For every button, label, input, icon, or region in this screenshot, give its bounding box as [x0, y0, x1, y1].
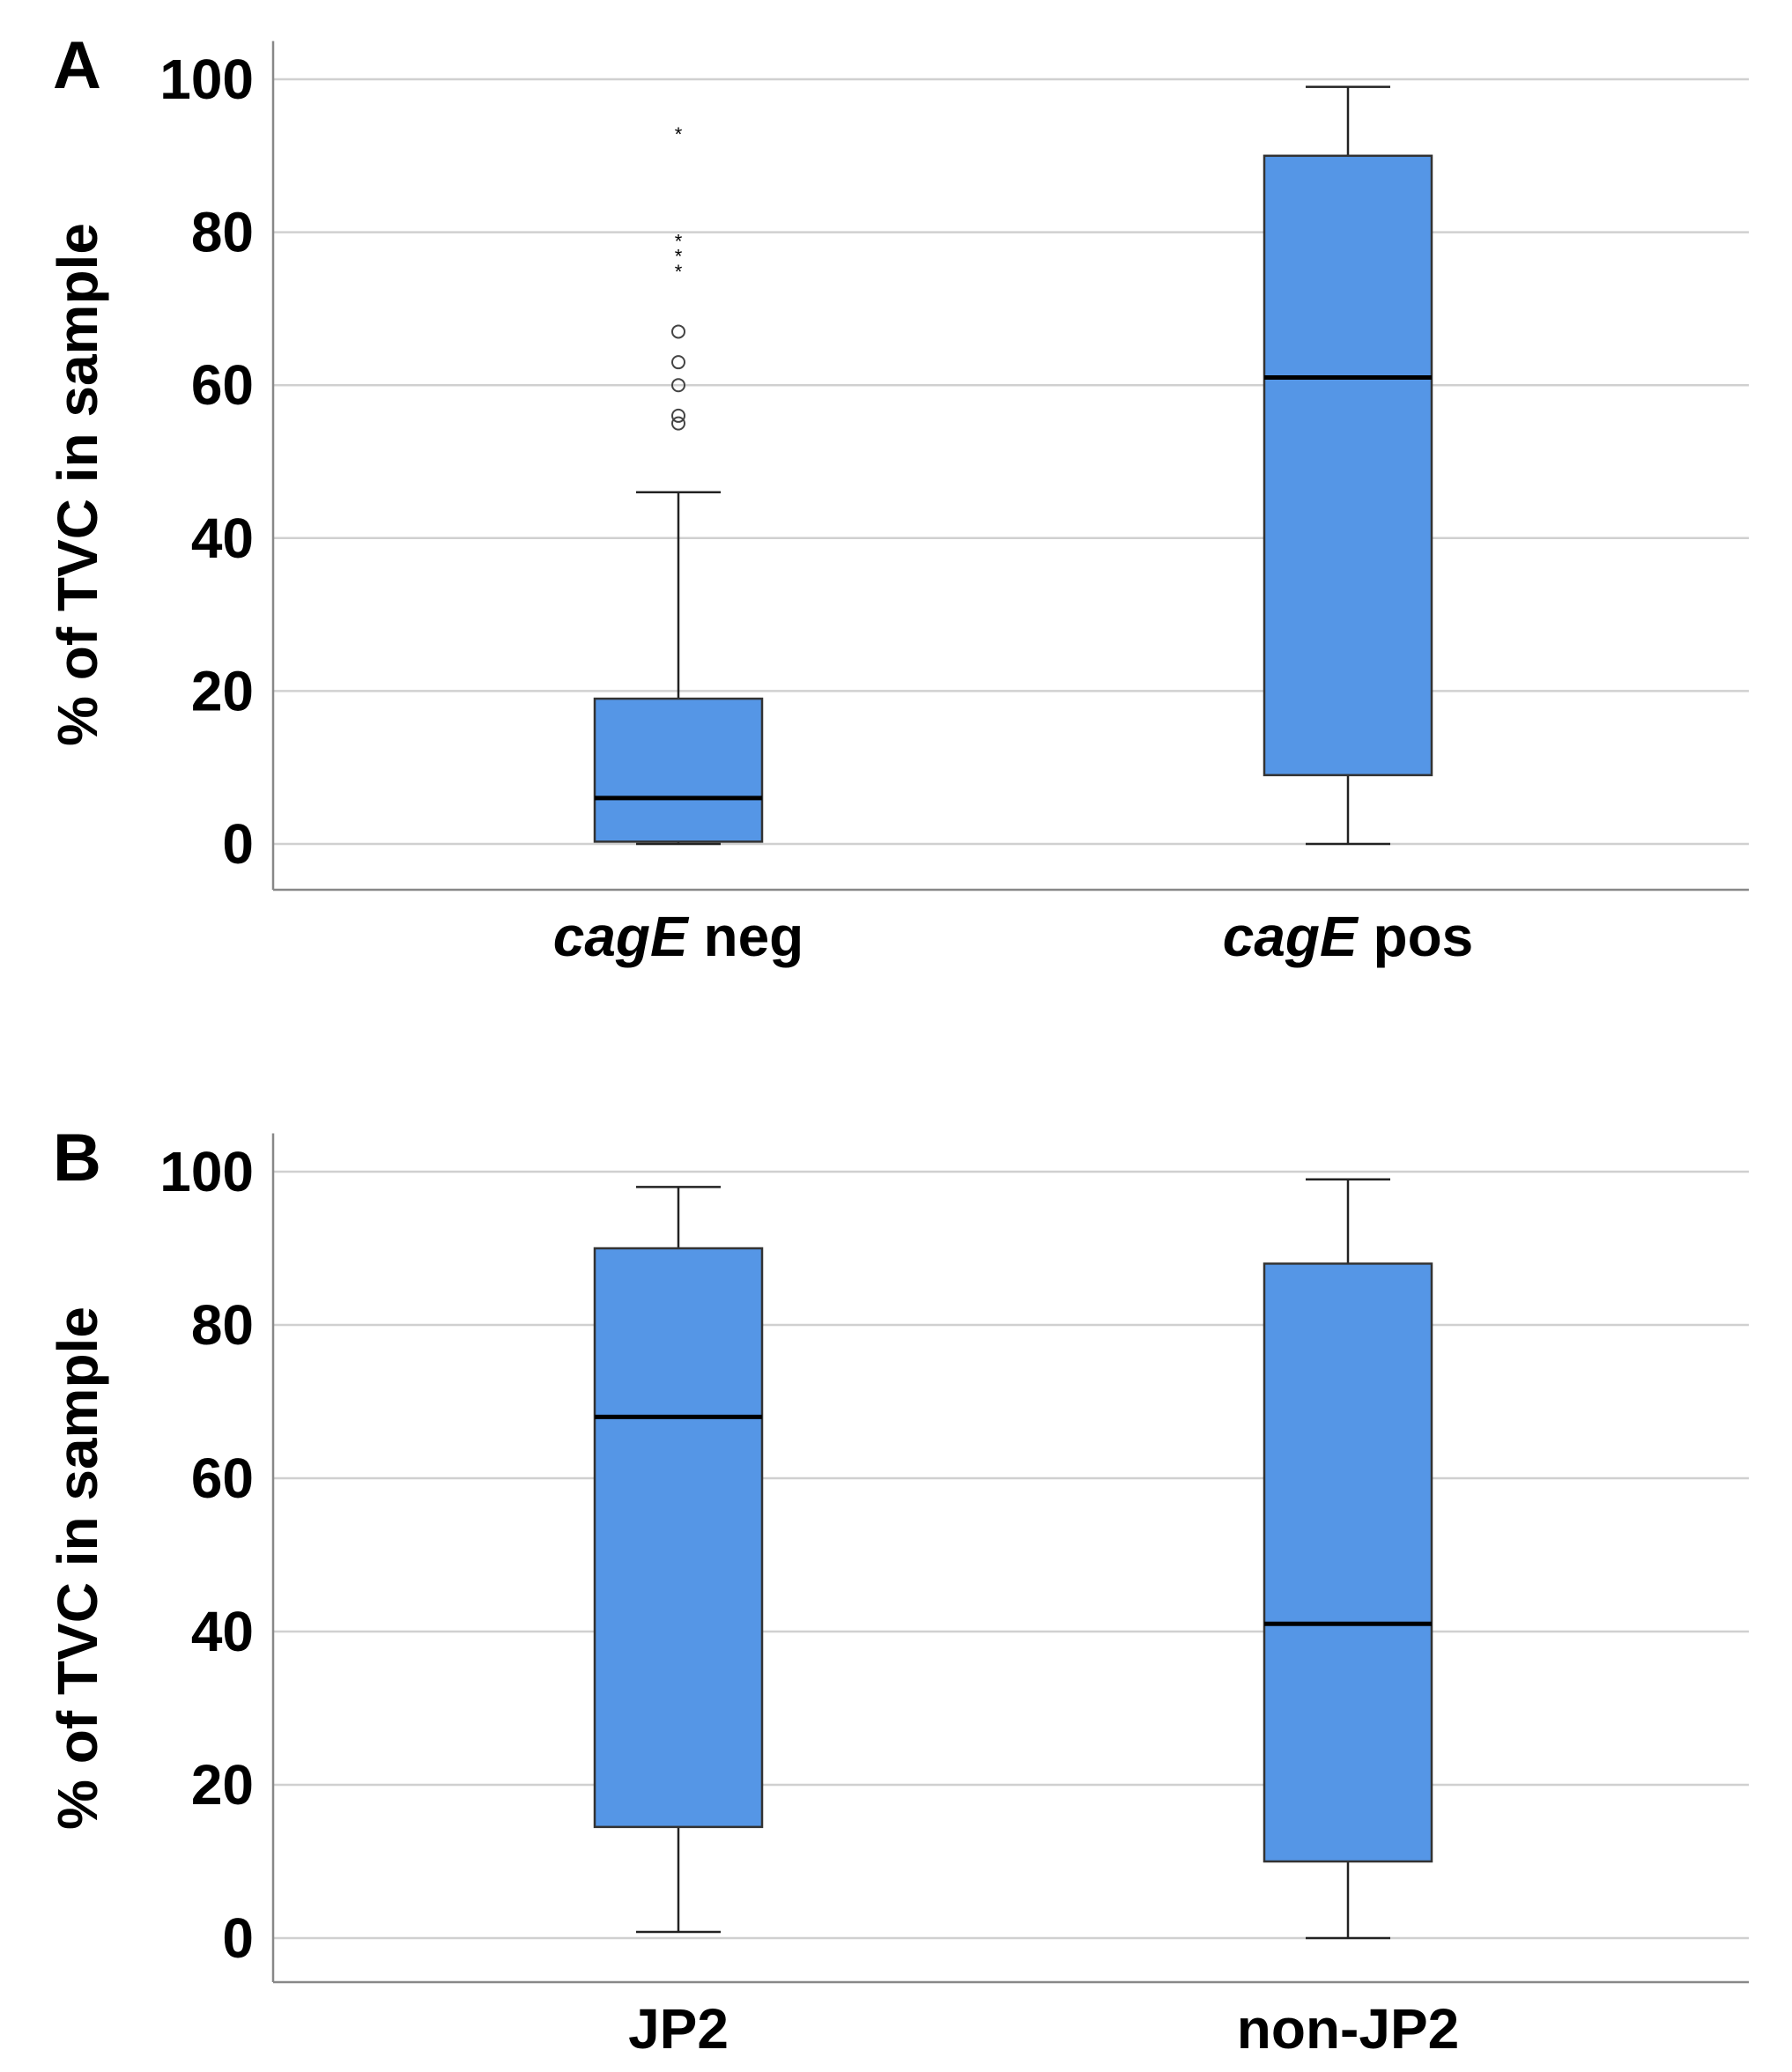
panel-label: A	[53, 28, 101, 103]
outlier-point	[671, 324, 685, 339]
outlier-point	[671, 408, 685, 423]
box-1	[1263, 1178, 1433, 1940]
y-tick-label: 60	[191, 353, 254, 417]
y-tick-label: 40	[191, 1600, 254, 1663]
box-1	[1263, 85, 1433, 846]
y-axis-label: % of TVC in sample	[46, 223, 109, 746]
y-tick-label: 100	[159, 48, 254, 111]
extreme-outlier: *	[675, 246, 683, 268]
extreme-outlier: *	[675, 123, 683, 145]
x-category-label-text: JP2	[628, 1997, 729, 2061]
x-category-label: non-JP2	[1237, 1997, 1459, 2061]
y-tick-label: 60	[191, 1447, 254, 1510]
y-axis-label: % of TVC in sample	[46, 1306, 109, 1830]
extreme-outlier: *	[675, 261, 683, 283]
outlier-point	[671, 355, 685, 370]
panel-b: 0 20 40 60 80 100 B % of TVC in sample JP2 non-JP…	[46, 1121, 1749, 2061]
x-category-label: cagE neg	[553, 905, 804, 968]
extreme-outlier: *	[675, 230, 683, 252]
y-tick-label: 20	[191, 1753, 254, 1817]
iqr-box	[1263, 154, 1433, 777]
outlier-point	[671, 378, 685, 393]
outlier-point	[671, 416, 685, 431]
x-category-label-text: neg	[688, 905, 804, 968]
x-category-label-text: pos	[1358, 905, 1474, 968]
x-category-label-italic: cagE	[1223, 905, 1359, 968]
box-0: ****	[593, 123, 764, 846]
x-category-label: cagE pos	[1223, 905, 1474, 968]
iqr-box	[593, 697, 764, 843]
iqr-box	[593, 1247, 764, 1829]
y-tick-label: 20	[191, 659, 254, 722]
y-tick-label: 0	[222, 812, 254, 876]
y-tick-label: 80	[191, 201, 254, 264]
y-tick-label: 80	[191, 1293, 254, 1357]
y-tick-label: 0	[222, 1906, 254, 1970]
y-tick-label: 40	[191, 507, 254, 570]
x-category-label-text: non-JP2	[1237, 1997, 1459, 2061]
panel-label: B	[53, 1121, 101, 1195]
y-tick-label: 100	[159, 1140, 254, 1203]
iqr-box	[1263, 1262, 1433, 1863]
box-0	[593, 1186, 764, 1934]
x-category-label-italic: cagE	[553, 905, 690, 968]
x-category-label: JP2	[628, 1997, 729, 2061]
